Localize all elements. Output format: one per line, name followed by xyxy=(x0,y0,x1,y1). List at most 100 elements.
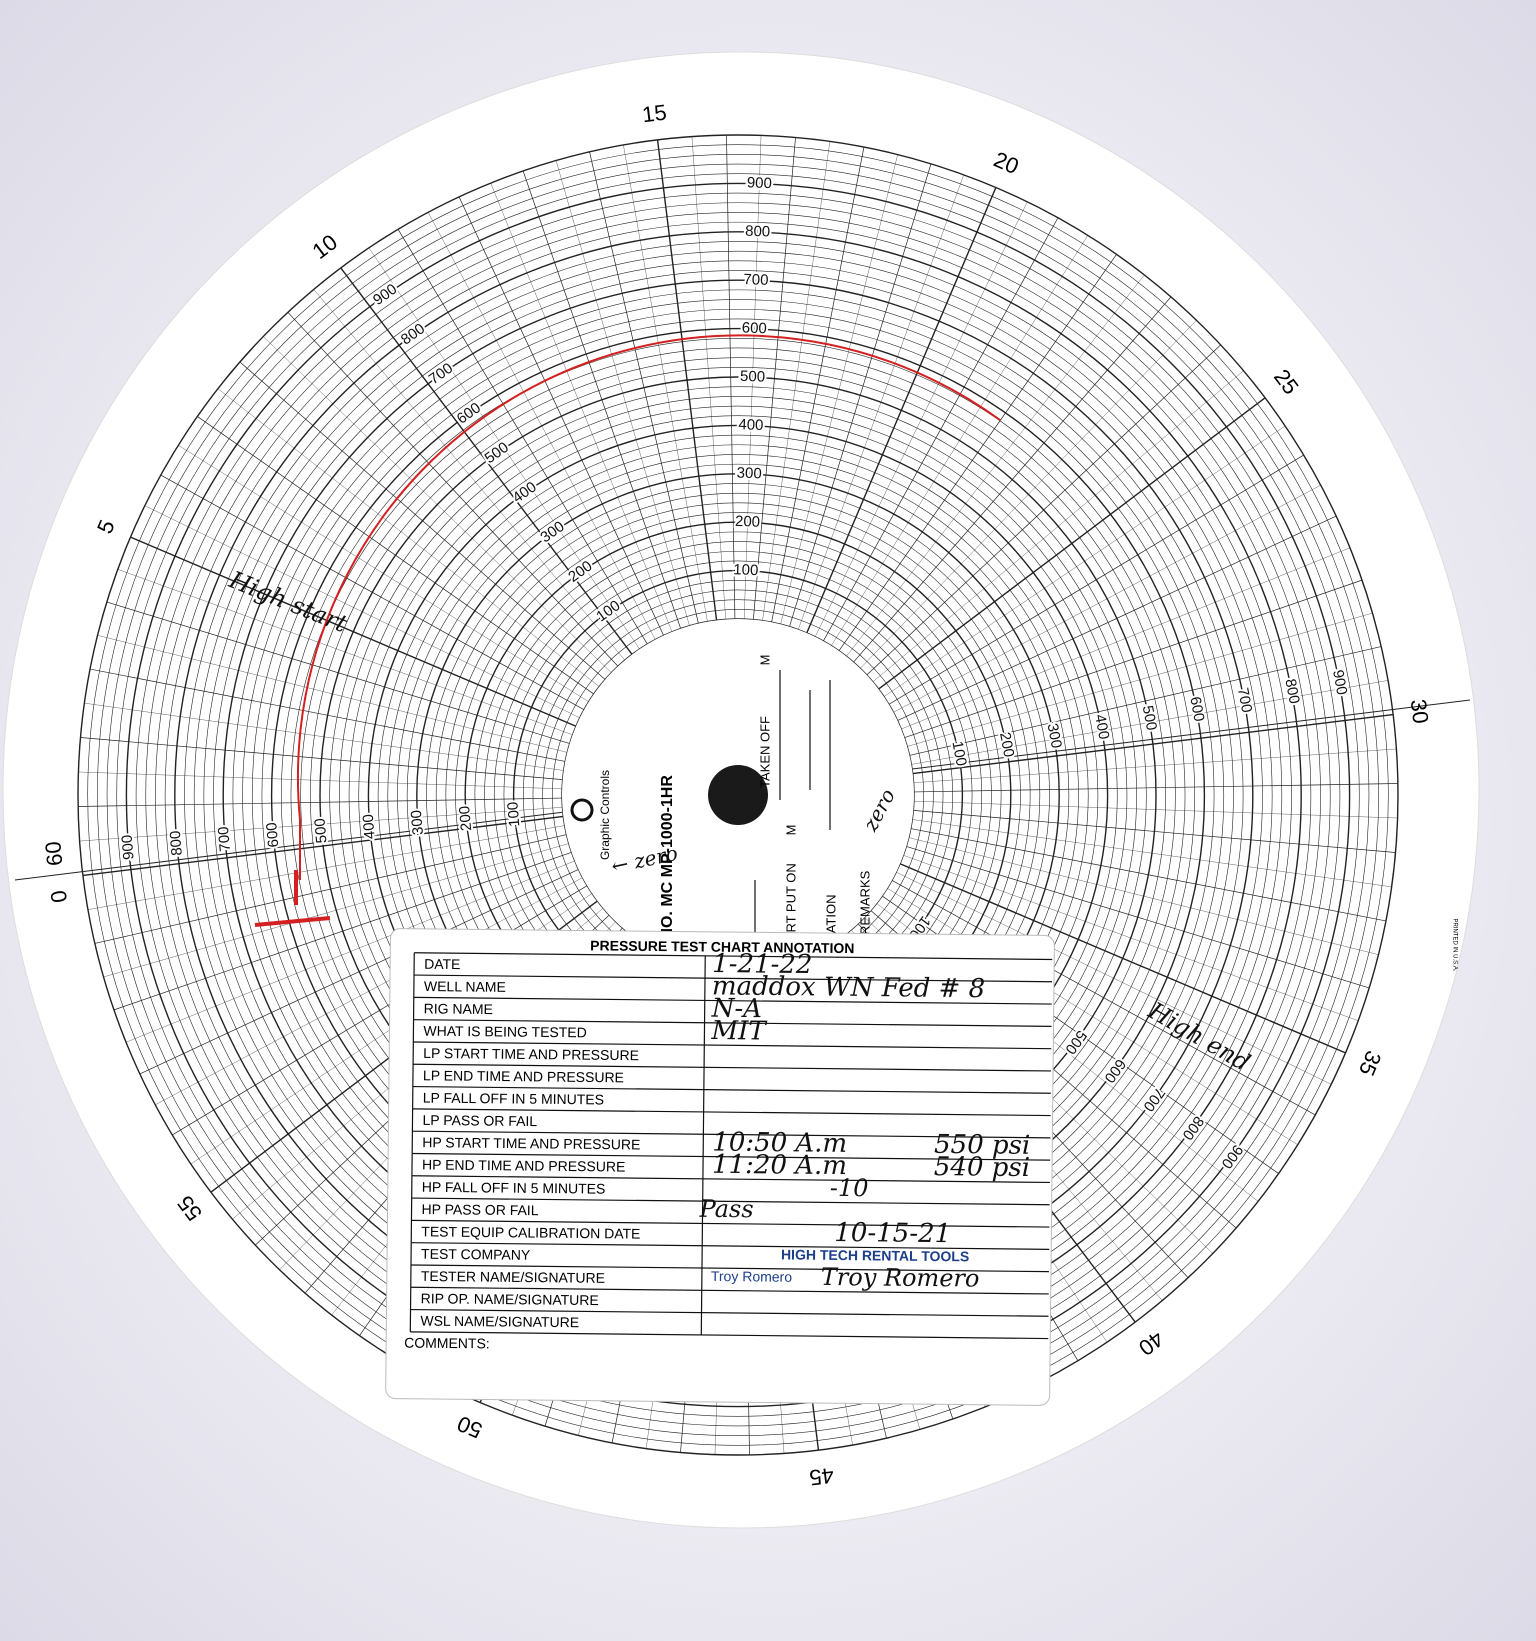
printed-note: PRINTED IN U.S.A. xyxy=(1451,918,1457,971)
pressure-label: 700 xyxy=(743,271,769,289)
pressure-label: 200 xyxy=(996,731,1017,759)
row-line xyxy=(413,1019,1052,1027)
time-line xyxy=(78,771,563,790)
meridiem: M xyxy=(783,825,798,836)
time-line xyxy=(79,807,563,842)
pressure-label: 600 xyxy=(263,822,282,848)
brand-logo xyxy=(570,798,594,822)
row-label: TESTER NAME/SIGNATURE xyxy=(421,1268,605,1286)
time-line xyxy=(838,254,1117,652)
row-line xyxy=(413,1063,1052,1072)
time-line xyxy=(522,170,682,629)
time-line xyxy=(397,229,648,645)
time-line xyxy=(913,783,1398,793)
meridiem: M xyxy=(757,655,772,666)
pressure-label: 900 xyxy=(119,834,138,860)
time-line xyxy=(831,235,1088,646)
row-line xyxy=(410,1286,1049,1295)
row-line xyxy=(411,1219,1050,1228)
time-line xyxy=(762,141,831,621)
time-line xyxy=(814,201,1028,637)
time-line xyxy=(84,702,564,771)
row-label: WHAT IS BEING TESTED xyxy=(423,1023,587,1041)
time-line xyxy=(860,320,1197,669)
brand: Graphic Controls xyxy=(598,770,612,860)
pressure-label: 400 xyxy=(360,813,379,839)
row-label: HP FALL OFF IN 5 MINUTES xyxy=(422,1179,606,1197)
annotation-card: PRESSURE TEST CHART ANNOTATION DATE 1-21-2… xyxy=(385,928,1055,1406)
time-line xyxy=(87,825,565,910)
pressure-ring xyxy=(87,144,1389,1446)
row-line xyxy=(414,952,1053,961)
minute-label: 45 xyxy=(808,1463,835,1491)
time-line xyxy=(866,344,1221,676)
row-label: RIG NAME xyxy=(424,1000,493,1017)
remarks: REMARKS xyxy=(857,870,872,935)
time-line xyxy=(853,296,1172,663)
time-line xyxy=(872,370,1244,683)
pressure-label: 500 xyxy=(740,368,766,386)
time-line xyxy=(909,646,1382,756)
time-line xyxy=(908,837,1379,955)
time-line xyxy=(340,267,633,655)
time-line xyxy=(172,885,588,1136)
time-line xyxy=(897,515,1337,721)
row-label: LP PASS OR FAIL xyxy=(422,1112,537,1129)
row-label: LP END TIME AND PRESSURE xyxy=(423,1067,624,1085)
center-hole xyxy=(708,765,768,825)
time-line xyxy=(789,163,932,627)
time-line xyxy=(589,151,699,624)
pressure-label: 100 xyxy=(733,561,759,579)
table-edge xyxy=(409,952,415,1332)
time-line xyxy=(113,851,572,1011)
time-line xyxy=(752,137,796,620)
time-line xyxy=(458,196,664,636)
row-line xyxy=(412,1085,1051,1094)
time-line xyxy=(893,484,1321,713)
time-line xyxy=(106,601,570,744)
time-line xyxy=(623,144,708,622)
pressure-ring xyxy=(97,154,1379,1436)
time-line xyxy=(160,474,585,710)
pressure-label: 900 xyxy=(747,174,773,192)
row-line xyxy=(410,1331,1049,1340)
time-line xyxy=(94,834,567,944)
time-line xyxy=(368,247,640,650)
time-line xyxy=(887,888,1298,1145)
row-line xyxy=(411,1175,1050,1184)
row-value: -10 xyxy=(830,1174,869,1202)
time-line xyxy=(798,174,964,630)
pressure-ring xyxy=(106,163,1370,1427)
row-line xyxy=(413,996,1052,1005)
time-line xyxy=(80,737,563,781)
time-line xyxy=(125,860,575,1043)
row-value: MIT xyxy=(710,1016,767,1047)
time-line xyxy=(743,135,762,620)
row-value: Pass xyxy=(698,1195,753,1224)
time-line xyxy=(888,454,1304,705)
pressure-label: 200 xyxy=(735,513,761,531)
pressure-label: 500 xyxy=(311,818,330,844)
row-label: TEST COMPANY xyxy=(421,1246,531,1263)
time-line xyxy=(97,635,568,753)
minute-label: 30 xyxy=(1406,698,1434,725)
time-line xyxy=(103,843,569,978)
time-line xyxy=(78,797,563,807)
row-label: LP START TIME AND PRESSURE xyxy=(423,1045,639,1063)
row-label: WSL NAME/SIGNATURE xyxy=(420,1313,579,1331)
time-line xyxy=(117,569,573,735)
time-line xyxy=(910,828,1386,922)
time-line xyxy=(555,160,690,626)
row-value: 11:20 A.m xyxy=(712,1150,847,1181)
row-label: DATE xyxy=(424,956,460,972)
time-line xyxy=(313,289,626,661)
time-line xyxy=(139,869,579,1075)
time-line xyxy=(239,361,606,680)
time-line xyxy=(691,136,726,620)
pressure-label: 700 xyxy=(1234,686,1255,714)
time-line xyxy=(907,612,1373,747)
row-label: HP END TIME AND PRESSURE xyxy=(422,1156,625,1174)
pressure-ring xyxy=(125,182,1351,1408)
time-line xyxy=(823,217,1059,642)
